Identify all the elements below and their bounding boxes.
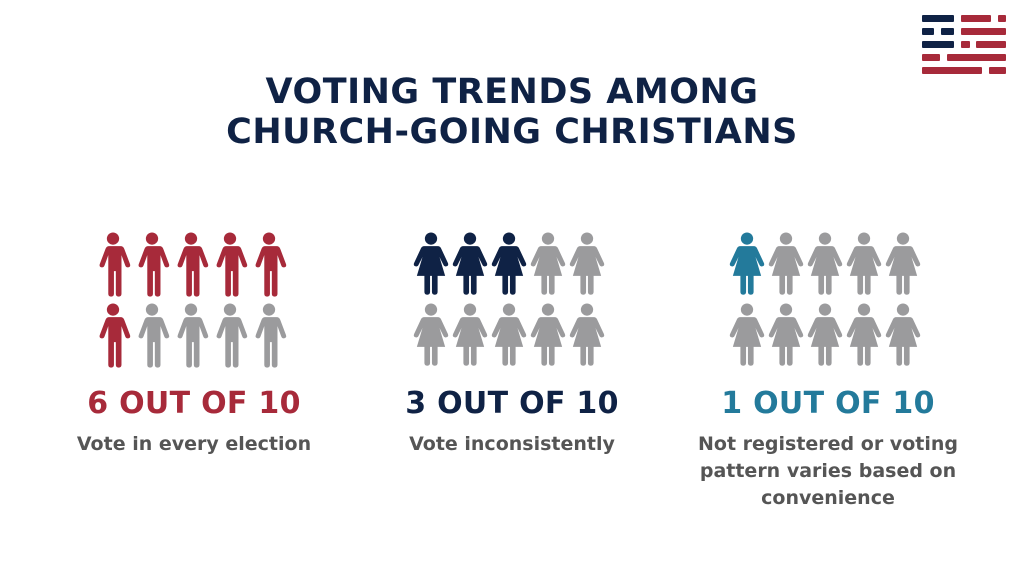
pictogram-grid <box>94 232 294 372</box>
female-person-icon <box>530 232 566 295</box>
female-person-icon <box>491 303 527 366</box>
desc-line: convenience <box>761 487 895 509</box>
female-person-icon <box>846 232 882 295</box>
desc-line: pattern varies based on <box>699 460 957 482</box>
stat-panel-inconsistent: 3 OUT OF 10 Vote inconsistently <box>362 232 662 458</box>
pictogram-grid <box>728 232 928 372</box>
female-person-icon <box>768 232 804 295</box>
female-person-icon <box>491 232 527 295</box>
female-person-icon <box>413 303 449 366</box>
female-person-icon <box>452 232 488 295</box>
stat-description: Vote inconsistently <box>362 431 662 458</box>
male-person-icon <box>138 232 170 297</box>
male-person-icon <box>177 303 209 368</box>
male-person-icon <box>177 232 209 297</box>
male-person-icon <box>255 232 287 297</box>
page-title: VOTING TRENDS AMONG CHURCH-GOING CHRISTI… <box>0 72 1024 152</box>
male-person-icon <box>99 232 131 297</box>
male-person-icon <box>216 232 248 297</box>
stat-panel-every-election: 6 OUT OF 10 Vote in every election <box>44 232 344 458</box>
female-person-icon <box>452 303 488 366</box>
female-person-icon <box>569 232 605 295</box>
female-person-icon <box>885 232 921 295</box>
stat-description: Not registered or voting pattern varies … <box>678 431 978 512</box>
male-person-icon <box>216 303 248 368</box>
female-person-icon <box>807 303 843 366</box>
female-person-icon <box>729 232 765 295</box>
male-person-icon <box>255 303 287 368</box>
female-person-icon <box>413 232 449 295</box>
stat-value: 6 OUT OF 10 <box>87 386 301 421</box>
desc-line: Not registered or voting <box>698 433 958 455</box>
female-person-icon <box>768 303 804 366</box>
title-line-2: CHURCH-GOING CHRISTIANS <box>226 112 798 152</box>
pictogram-grid <box>412 232 612 372</box>
male-person-icon <box>138 303 170 368</box>
stat-panel-not-registered: 1 OUT OF 10 Not registered or voting pat… <box>678 232 978 512</box>
female-person-icon <box>807 232 843 295</box>
female-person-icon <box>729 303 765 366</box>
stat-description: Vote in every election <box>44 431 344 458</box>
desc-line: Vote inconsistently <box>409 433 615 455</box>
female-person-icon <box>530 303 566 366</box>
desc-line: Vote in every election <box>76 433 312 455</box>
female-person-icon <box>569 303 605 366</box>
title-line-1: VOTING TRENDS AMONG <box>265 72 759 112</box>
stat-value: 3 OUT OF 10 <box>405 386 619 421</box>
female-person-icon <box>885 303 921 366</box>
flag-logo-icon <box>922 15 1006 74</box>
stat-value: 1 OUT OF 10 <box>721 386 935 421</box>
female-person-icon <box>846 303 882 366</box>
male-person-icon <box>99 303 131 368</box>
